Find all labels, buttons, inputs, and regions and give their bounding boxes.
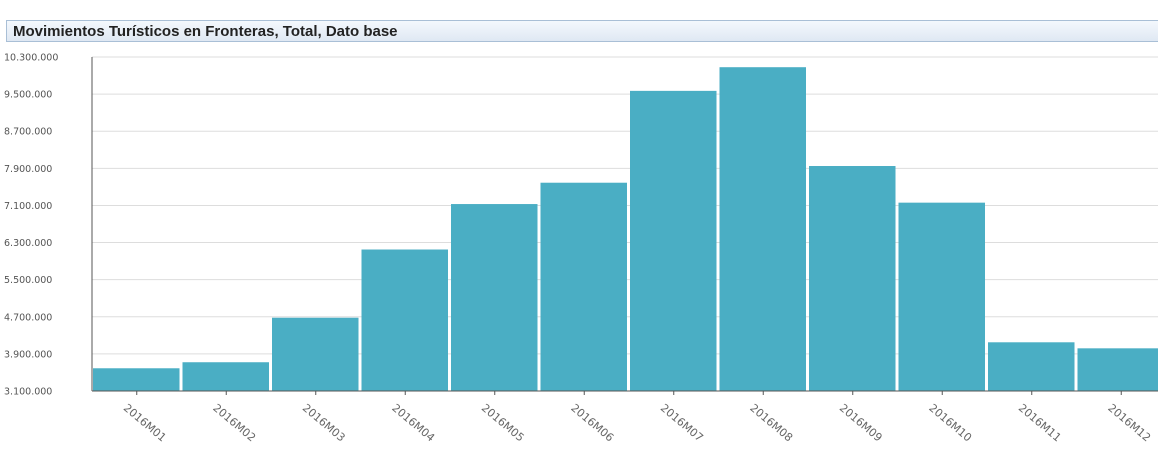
y-tick-label: 3.100.000: [4, 387, 52, 398]
x-tick-label: 2016M12: [1105, 401, 1153, 444]
bar-2016M09: [809, 166, 896, 391]
bar-2016M07: [630, 90, 717, 391]
bar-2016M05: [451, 204, 538, 391]
x-tick-label: 2016M06: [568, 401, 616, 444]
y-tick-label: 7.100.000: [4, 201, 52, 212]
x-tick-label: 2016M09: [837, 401, 885, 444]
y-tick-label: 6.300.000: [4, 238, 52, 249]
x-tick-label: 2016M02: [210, 401, 258, 444]
bar-2016M06: [540, 182, 627, 391]
y-axis-ticks: 10.300.000 9.500.000 8.700.000 7.900.000 7.1…: [4, 53, 58, 398]
y-tick-label: 9.500.000: [4, 90, 52, 101]
y-tick-label: 8.700.000: [4, 127, 52, 138]
chart-title: Movimientos Turísticos en Fronteras, Tot…: [13, 23, 398, 40]
bar-2016M12: [1077, 348, 1158, 391]
x-tick-label: 2016M11: [1016, 401, 1064, 444]
x-tick-label: 2016M08: [747, 401, 795, 444]
x-tick-label: 2016M03: [300, 401, 348, 444]
x-tick-label: 2016M10: [926, 401, 974, 444]
bar-2016M04: [361, 249, 448, 391]
y-tick-label: 5.500.000: [4, 275, 52, 286]
bar-2016M02: [182, 362, 269, 391]
bar-2016M10: [898, 202, 985, 391]
y-tick-label: 7.900.000: [4, 164, 52, 175]
bars: [93, 67, 1158, 391]
y-tick-label: 3.900.000: [4, 349, 52, 360]
x-axis-ticks: 2016M01 2016M02 2016M03 2016M04 2016M05 2016M…: [121, 401, 1153, 444]
x-tick-label: 2016M07: [658, 401, 706, 444]
y-tick-label: 4.700.000: [4, 312, 52, 323]
bar-2016M01: [93, 368, 180, 391]
x-tick-label: 2016M04: [389, 401, 437, 444]
axes: [91, 57, 1158, 395]
y-tick-label: 10.300.000: [4, 53, 58, 64]
x-tick-label: 2016M01: [121, 401, 169, 444]
bar-2016M03: [272, 317, 359, 391]
x-tick-label: 2016M05: [479, 401, 527, 444]
chart-header: Movimientos Turísticos en Fronteras, Tot…: [6, 20, 1158, 42]
bar-2016M08: [719, 67, 806, 391]
bar-2016M11: [988, 342, 1075, 391]
